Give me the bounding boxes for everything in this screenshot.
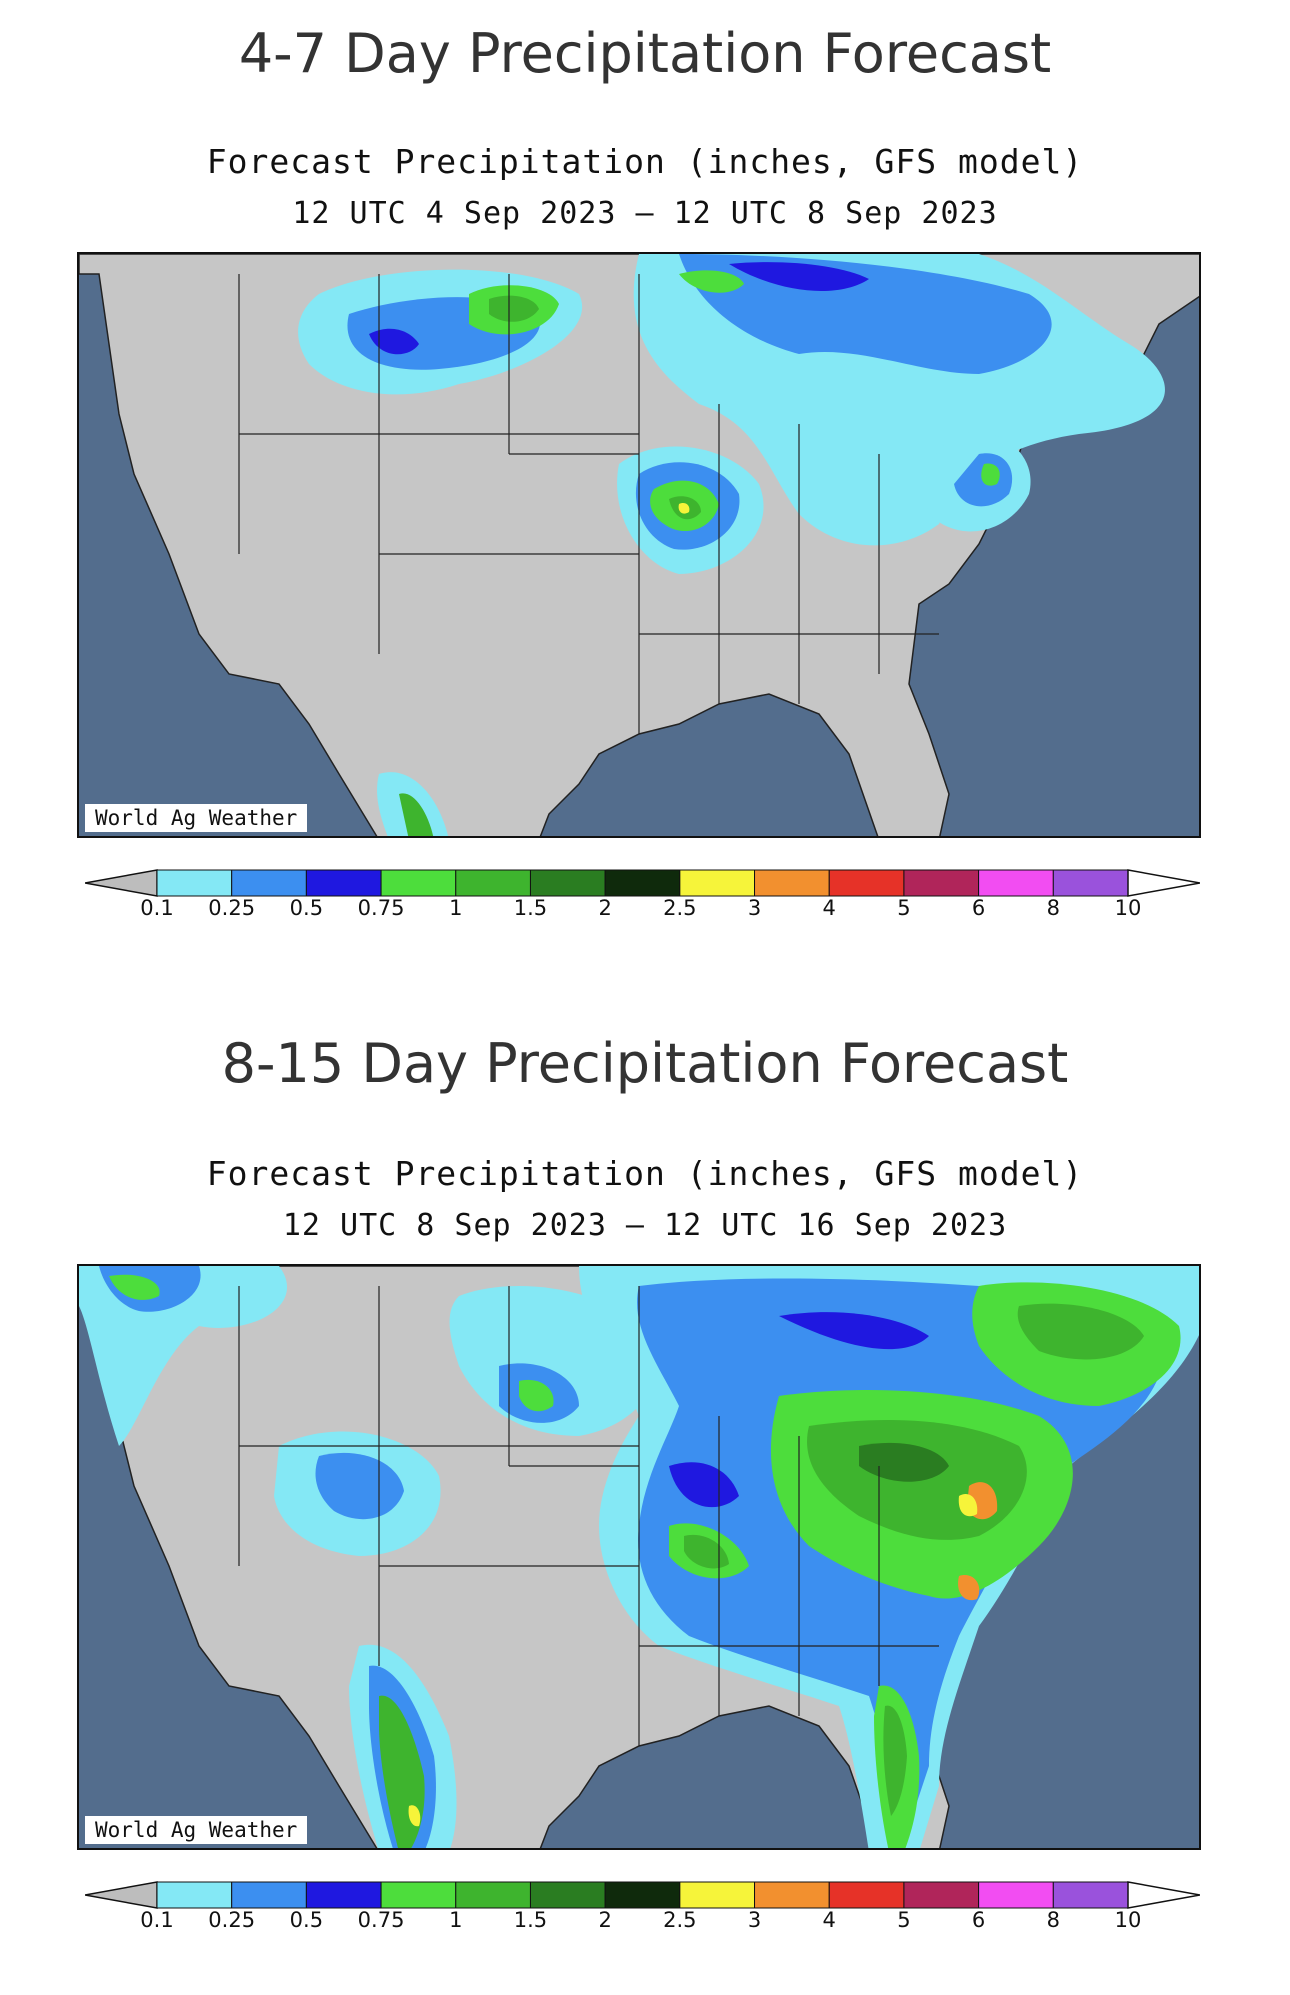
precipitation-colorbar [85,869,1200,897]
colorbar-tick-label: 1.5 [513,896,548,920]
colorbar-bin [903,1881,980,1909]
colorbar-tick-label: 0.25 [208,1908,256,1932]
colorbar-bin [754,869,830,897]
map-dates: 12 UTC 8 Sep 2023 – 12 UTC 16 Sep 2023 [282,1208,1008,1243]
colorbar-tick-label: 8 [1046,1908,1060,1932]
map-credit: World Ag Weather [85,804,308,832]
forecast-panel-8-15-day: 8-15 Day Precipitation Forecast Forecast… [0,1012,1290,1995]
colorbar-tick-label: 0.5 [289,1908,324,1932]
colorbar-bin [380,869,457,897]
colorbar-bin [455,1881,531,1909]
colorbar-tick-label: 0.75 [357,896,405,920]
colorbar-tick-label: 4 [822,896,836,920]
colorbar-tick-label: 5 [897,896,911,920]
map-graphic [79,1266,1199,1848]
precip-contours [79,1266,1199,1848]
colorbar-bin [978,1881,1054,1909]
colorbar-tick-label: 2.5 [663,1908,697,1932]
colorbar-tick-label: 5 [897,1908,911,1932]
colorbar-bin [679,1881,756,1909]
colorbar-bin [604,869,681,897]
colorbar-bin [828,1881,905,1909]
colorbar-high-arrow [1127,869,1200,897]
colorbar-tick-label: 0.75 [357,1908,405,1932]
map-credit: World Ag Weather [85,1816,308,1844]
precipitation-map: World Ag Weather [77,252,1201,838]
colorbar-tick-label: 1.5 [513,1908,548,1932]
colorbar-bin [1052,869,1129,897]
colorbar-tick-label: 2 [598,1908,612,1932]
colorbar-low-arrow [85,1881,158,1909]
colorbar-bin [156,869,233,897]
colorbar-bin [455,869,531,897]
state-borders [238,274,939,734]
colorbar-tick-label: 4 [822,1908,836,1932]
panel-heading: 8-15 Day Precipitation Forecast [221,1032,1069,1095]
colorbar-tick-label: 8 [1046,896,1060,920]
forecast-panel-4-7-day: 4-7 Day Precipitation Forecast Forecast … [0,0,1290,940]
colorbar-bin [1052,1881,1129,1909]
colorbar-tick-label: 2 [598,896,612,920]
colorbar-tick-label: 10 [1114,896,1142,920]
colorbar-tick-label: 3 [747,896,762,920]
colorbar-tick-labels: 0.1 0.25 0.5 0.75 1 1.5 2 2.5 3 4 5 6 8 10 [0,1908,1290,1938]
colorbar-tick-label: 0.1 [140,896,174,920]
colorbar-bin [828,869,905,897]
colorbar-tick-label: 1 [449,1908,463,1932]
colorbar-tick-label: 0.25 [208,896,256,920]
colorbar-bin [679,869,756,897]
colorbar-tick-label: 3 [747,1908,762,1932]
precipitation-colorbar [85,1881,1200,1909]
colorbar-bin [156,1881,233,1909]
colorbar-bin [529,1881,606,1909]
colorbar-bin [231,1881,307,1909]
colorbar-bin [903,869,980,897]
colorbar-tick-label: 2.5 [663,896,697,920]
colorbar-bin [305,1881,382,1909]
map-dates: 12 UTC 4 Sep 2023 – 12 UTC 8 Sep 2023 [292,196,998,231]
map-graphic [79,254,1199,836]
colorbar-bin [231,869,307,897]
map-title: Forecast Precipitation (inches, GFS mode… [206,1154,1084,1193]
colorbar-tick-label: 0.1 [140,1908,174,1932]
colorbar-bin [305,869,382,897]
colorbar-tick-label: 10 [1114,1908,1142,1932]
colorbar-bin [529,869,606,897]
colorbar-high-arrow [1127,1881,1200,1909]
state-borders [238,1286,939,1746]
colorbar-bin [978,869,1054,897]
map-title: Forecast Precipitation (inches, GFS mode… [206,142,1084,181]
precipitation-map: World Ag Weather [77,1264,1201,1850]
colorbar-tick-label: 0.5 [289,896,324,920]
colorbar-bin [380,1881,457,1909]
colorbar-low-arrow [85,869,158,897]
colorbar-tick-label: 1 [449,896,463,920]
panel-heading: 4-7 Day Precipitation Forecast [238,22,1052,85]
colorbar-tick-labels: 0.1 0.25 0.5 0.75 1 1.5 2 2.5 3 4 5 6 8 10 [0,896,1290,926]
precip-contours [298,254,1165,836]
colorbar-bin [604,1881,681,1909]
colorbar-bin [754,1881,830,1909]
colorbar-tick-label: 6 [971,896,986,920]
colorbar-tick-label: 6 [971,1908,986,1932]
